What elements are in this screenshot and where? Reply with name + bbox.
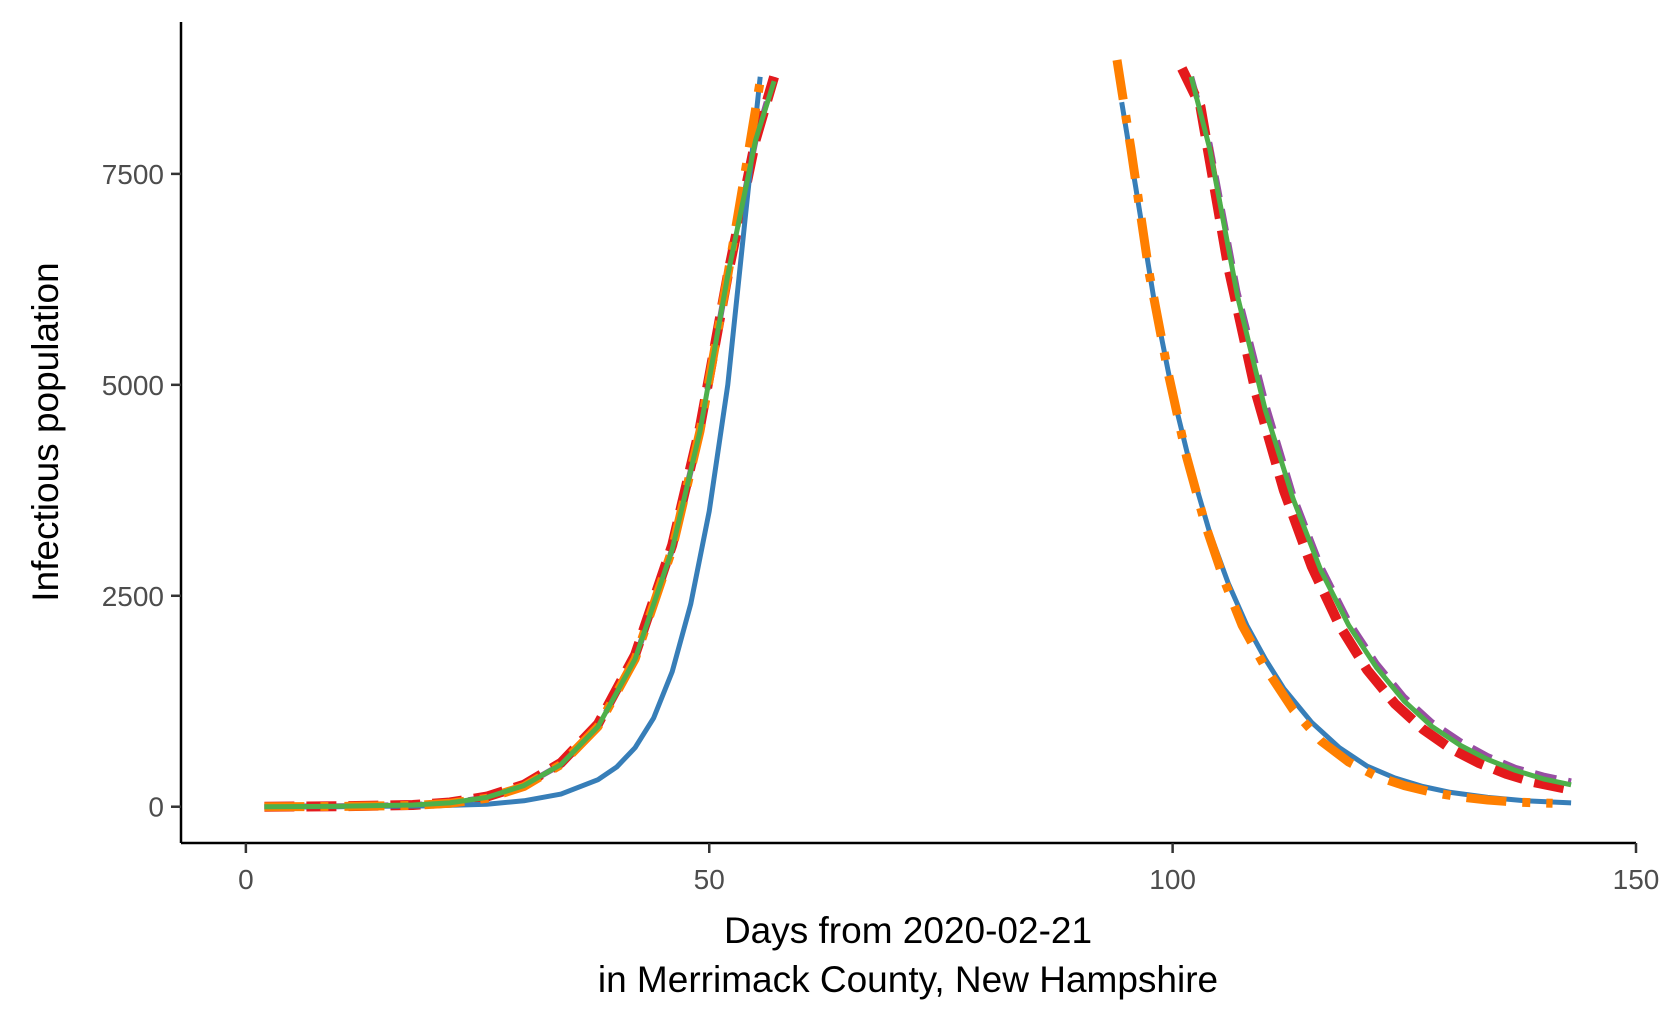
- series-4-line-segment-1: [264, 80, 765, 812]
- series-5-line-segment-2: [1188, 76, 1572, 788]
- series-2-line-segment-2: [1177, 66, 1573, 795]
- series-3-line-segment-1: [264, 76, 763, 810]
- series-3-line-segment-2: [1119, 101, 1572, 806]
- y-tick-label: 5000: [102, 370, 164, 401]
- series-4-line-segment-2: [1112, 59, 1553, 808]
- y-tick-label: 0: [148, 792, 164, 823]
- series-5-line-segment-1: [264, 80, 777, 810]
- y-axis-title: Infectious population: [25, 262, 66, 601]
- x-axis-title-line2: in Merrimack County, New Hampshire: [598, 959, 1218, 1000]
- x-tick-label: 150: [1613, 864, 1659, 895]
- y-axis-ticks: 0 2500 5000 7500: [102, 159, 181, 823]
- x-tick-label: 0: [238, 864, 254, 895]
- series-layer: [264, 59, 1573, 812]
- x-axis-title: Days from 2020-02-21: [724, 910, 1092, 951]
- x-tick-label: 50: [694, 864, 725, 895]
- x-tick-label: 100: [1149, 864, 1196, 895]
- y-tick-label: 7500: [102, 159, 164, 190]
- x-axis-ticks: 0 50 100 150: [238, 843, 1659, 895]
- y-tick-label: 2500: [102, 581, 164, 612]
